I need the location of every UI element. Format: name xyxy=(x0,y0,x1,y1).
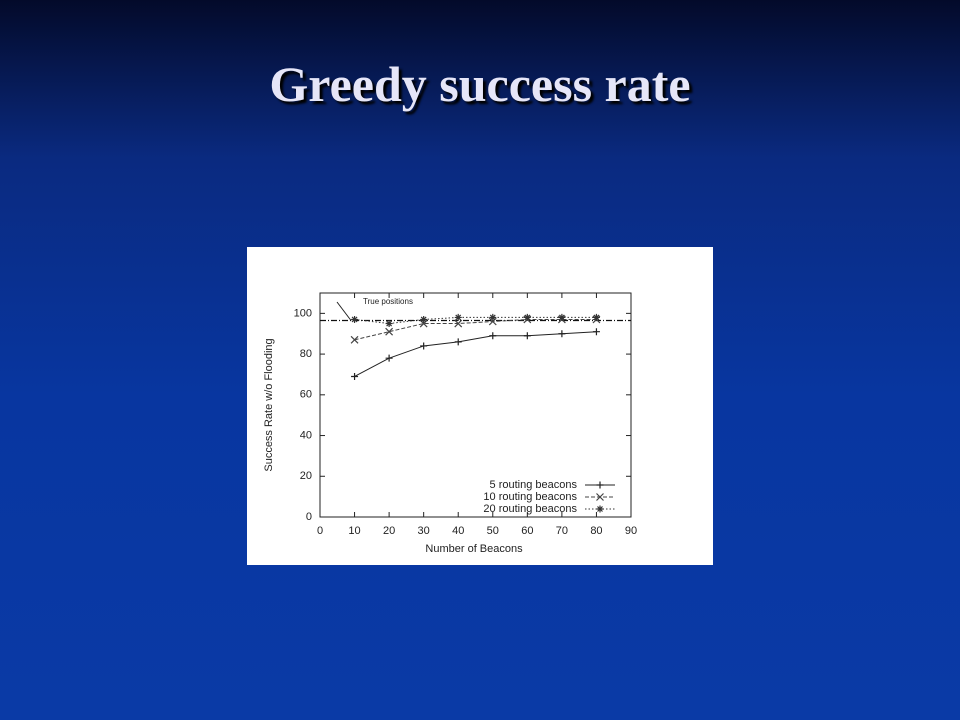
data-point xyxy=(592,313,600,321)
data-point xyxy=(420,342,428,350)
data-point xyxy=(454,338,462,346)
x-axis-label: Number of Beacons xyxy=(425,543,523,555)
data-point xyxy=(558,313,566,321)
y-axis-label: Success Rate w/o Flooding xyxy=(263,338,275,471)
y-tick-label: 40 xyxy=(300,429,312,441)
data-point xyxy=(454,319,463,328)
legend-marker xyxy=(596,505,604,513)
data-point xyxy=(385,354,393,362)
legend-marker xyxy=(596,493,604,501)
x-tick-label: 20 xyxy=(383,525,395,537)
plot-frame xyxy=(319,292,632,518)
x-tick-label: 10 xyxy=(348,525,360,537)
reference-label: True positions xyxy=(363,297,413,306)
x-tick-label: 0 xyxy=(317,525,323,537)
series-line xyxy=(354,318,597,341)
y-tick-label: 20 xyxy=(300,470,312,482)
legend-label: 10 routing beacons xyxy=(483,491,577,503)
data-point xyxy=(489,332,497,340)
series-line xyxy=(354,331,597,377)
legend-label: 5 routing beacons xyxy=(490,479,578,491)
y-tick-label: 60 xyxy=(300,389,312,401)
data-point xyxy=(558,330,566,338)
x-tick-label: 40 xyxy=(452,525,464,537)
x-tick-label: 60 xyxy=(521,525,533,537)
y-tick-label: 100 xyxy=(294,307,312,319)
legend-label: 20 routing beacons xyxy=(483,503,577,515)
x-tick-label: 50 xyxy=(487,525,499,537)
data-point xyxy=(351,372,359,380)
data-point xyxy=(523,313,531,321)
x-tick-label: 30 xyxy=(418,525,430,537)
y-tick-label: 80 xyxy=(300,348,312,360)
data-point xyxy=(385,327,394,336)
data-point xyxy=(385,320,393,328)
data-point xyxy=(454,313,462,321)
slide-title: Greedy success rate xyxy=(269,56,691,112)
data-point xyxy=(489,313,497,321)
x-tick-label: 90 xyxy=(625,525,637,537)
legend-marker xyxy=(596,481,604,489)
data-point xyxy=(350,335,359,344)
chart: Number of Beacons Success Rate w/o Flood… xyxy=(247,247,713,565)
x-tick-label: 70 xyxy=(556,525,568,537)
annotation-leader xyxy=(336,301,352,321)
data-point xyxy=(420,315,428,323)
data-point xyxy=(523,332,531,340)
data-point xyxy=(592,328,600,336)
y-tick-label: 0 xyxy=(306,511,312,523)
data-point xyxy=(351,315,359,323)
x-tick-label: 80 xyxy=(590,525,602,537)
